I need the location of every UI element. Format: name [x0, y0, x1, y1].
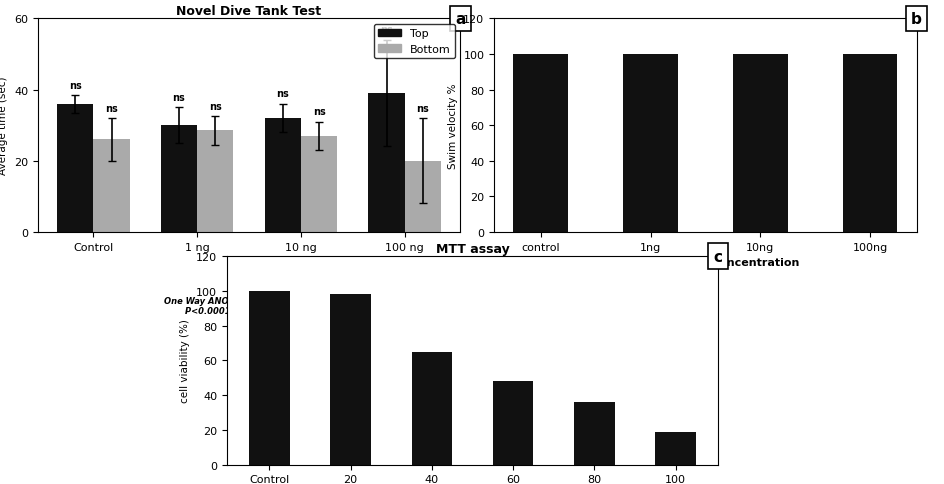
Text: b: b — [910, 12, 921, 27]
Bar — [654, 432, 695, 465]
Bar — [412, 352, 452, 465]
Bar — [197, 131, 233, 232]
Text: ns: ns — [379, 25, 393, 35]
X-axis label: Nanocomposite concentration: Nanocomposite concentration — [611, 257, 799, 268]
Bar — [330, 295, 371, 465]
Text: ns: ns — [416, 104, 429, 113]
Text: ns: ns — [105, 104, 118, 113]
Text: ns: ns — [277, 89, 289, 99]
Title: MTT assay: MTT assay — [435, 242, 509, 256]
Text: ns: ns — [69, 80, 81, 91]
Text: One Way ANOVA / Post hoc : Tukey's
P<0.0001 = **** Vs Control: One Way ANOVA / Post hoc : Tukey's P<0.0… — [164, 296, 333, 316]
Bar — [404, 161, 441, 232]
Bar — [93, 140, 129, 232]
Bar — [573, 402, 614, 465]
Bar — [300, 136, 337, 232]
Y-axis label: cell viability (%): cell viability (%) — [180, 319, 190, 402]
Bar — [249, 291, 290, 465]
Bar — [842, 55, 897, 232]
Y-axis label: Swim velocity %: Swim velocity % — [447, 83, 457, 168]
Title: Novel Dive Tank Test: Novel Dive Tank Test — [177, 5, 321, 18]
Bar — [368, 94, 404, 232]
Legend: Top, Bottom: Top, Bottom — [374, 25, 454, 59]
Text: c: c — [713, 249, 722, 264]
Bar — [732, 55, 787, 232]
Text: a: a — [455, 12, 465, 27]
Bar — [513, 55, 567, 232]
Text: ns: ns — [312, 107, 325, 117]
Y-axis label: Average time (sec): Average time (sec) — [0, 76, 8, 175]
Text: ns: ns — [209, 102, 222, 112]
Bar — [160, 126, 197, 232]
Text: ns: ns — [173, 93, 185, 103]
Bar — [264, 119, 300, 232]
Bar — [57, 105, 93, 232]
Bar — [622, 55, 677, 232]
Bar — [492, 381, 532, 465]
